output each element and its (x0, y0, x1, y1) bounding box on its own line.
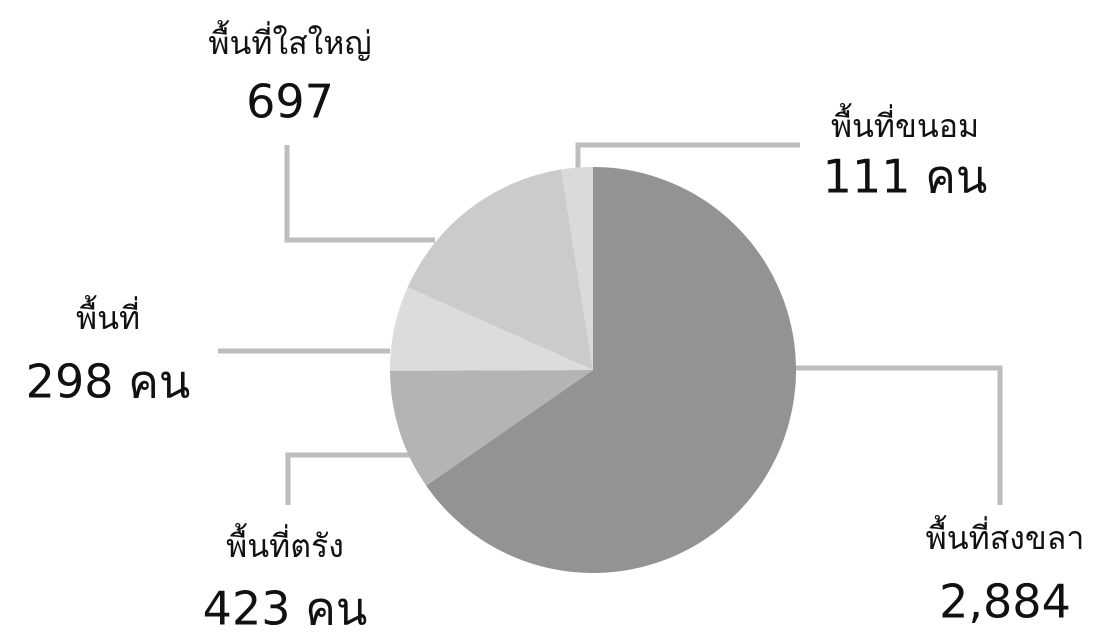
leader-line (285, 452, 410, 505)
leader-line (284, 145, 435, 243)
pie-slice (561, 167, 593, 370)
value-label: 2,884 (939, 575, 1071, 629)
pie-slice (426, 167, 797, 573)
value-label: 423 คน (203, 582, 368, 635)
slice-label: พื้นที่ตรัง (226, 523, 344, 565)
leader-line (795, 365, 1003, 505)
slice-label: พื้นที่ (76, 295, 140, 337)
slice-label: พื้นที่ขนอม (831, 103, 979, 145)
value-label: 298 คน (26, 355, 191, 409)
slice-label: พื้นที่ใสใหญ่ (208, 20, 371, 62)
leader-line (575, 142, 800, 170)
slice-label: พื้นที่สงขลา (926, 515, 1085, 557)
value-label: 697 (246, 75, 334, 129)
pie-slice (390, 370, 593, 486)
value-label: 111 คน (823, 150, 988, 204)
pie-slice (390, 287, 593, 371)
pie-slice (407, 169, 593, 370)
